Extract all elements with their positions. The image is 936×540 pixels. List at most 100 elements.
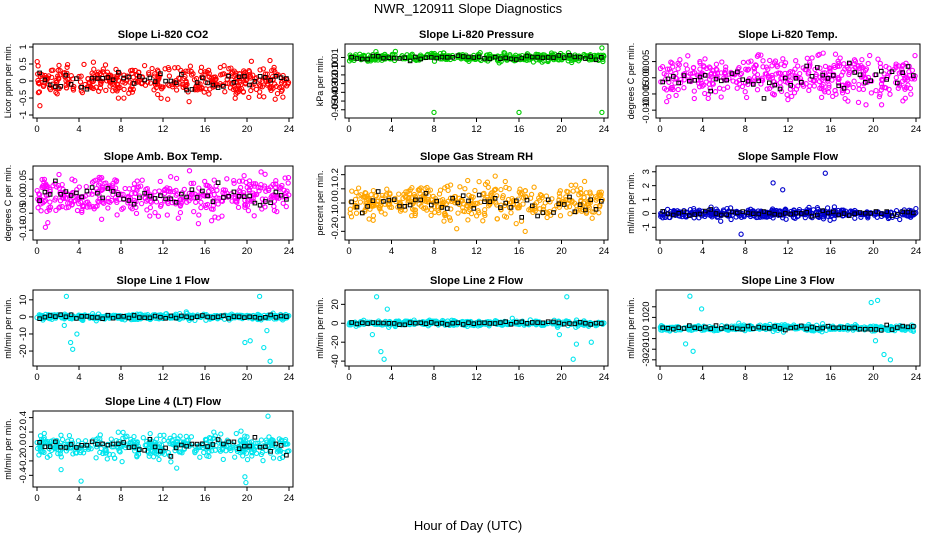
data-point [865, 60, 871, 67]
mean-point [58, 192, 63, 197]
mean-point [354, 204, 360, 210]
mean-point [572, 209, 578, 215]
outlier-point [242, 339, 248, 346]
data-point [563, 197, 569, 203]
data-point [203, 204, 209, 211]
data-point [685, 53, 691, 59]
mean-point [205, 314, 210, 320]
data-point [784, 92, 790, 98]
data-point [503, 214, 510, 220]
mean-point [53, 314, 58, 319]
mean-point [445, 322, 450, 327]
data-point [846, 66, 852, 72]
mean-point [179, 442, 184, 448]
data-point [235, 204, 242, 211]
data-point [172, 65, 178, 71]
mean-point [163, 78, 168, 84]
mean-point [386, 55, 392, 61]
x-tick-label: 8 [431, 124, 436, 135]
data-point [211, 177, 217, 183]
data-point [372, 319, 379, 326]
panel-title: Slope Gas Stream RH [420, 151, 533, 163]
data-point [177, 209, 184, 216]
data-point [56, 62, 62, 69]
data-point [244, 76, 250, 82]
outlier-point [874, 297, 881, 304]
mean-point [429, 202, 434, 208]
data-point [827, 217, 833, 223]
data-point [245, 207, 252, 214]
mean-point [863, 326, 868, 332]
mean-point [671, 212, 676, 218]
mean-point [471, 206, 477, 211]
mean-point [567, 52, 572, 58]
data-point [465, 217, 471, 223]
mean-point [116, 69, 121, 75]
data-point [143, 198, 149, 204]
data-point [98, 81, 104, 87]
data-point [116, 448, 122, 454]
data-point [685, 73, 692, 79]
data-point [447, 182, 454, 188]
mean-point [466, 198, 471, 204]
data-point [792, 74, 798, 80]
data-point [360, 194, 366, 200]
data-point [232, 95, 238, 101]
data-point [258, 437, 265, 443]
data-point [95, 198, 101, 204]
data-point [260, 66, 266, 72]
data-point [277, 455, 283, 462]
mean-point [79, 194, 84, 200]
mean-point [158, 448, 163, 454]
data-point [261, 94, 267, 100]
mean-point [884, 322, 890, 328]
data-point [860, 86, 867, 93]
data-point [285, 174, 292, 181]
mean-point [429, 320, 434, 325]
data-point [56, 185, 62, 191]
data-point [202, 178, 208, 185]
mean-point [413, 197, 418, 203]
mean-point [63, 445, 69, 450]
data-point [835, 207, 841, 214]
y-tick-label: 0 [641, 325, 652, 330]
panel-title: Slope Li-820 Temp. [738, 29, 837, 41]
data-point [198, 68, 204, 75]
mean-point [777, 212, 783, 218]
data-point [280, 200, 286, 206]
data-point [856, 81, 862, 88]
mean-point [841, 85, 847, 91]
mean-point [381, 55, 386, 61]
data-point [56, 171, 62, 178]
x-tick-label: 8 [118, 124, 123, 135]
data-point [707, 85, 713, 91]
mean-point [671, 326, 676, 332]
mean-point [815, 212, 820, 218]
data-point [203, 86, 209, 92]
mean-point [434, 198, 439, 204]
mean-point [572, 54, 578, 60]
data-point [537, 192, 544, 198]
data-point [826, 84, 832, 91]
data-point [111, 82, 117, 88]
data-point [863, 102, 869, 108]
data-point [98, 216, 105, 222]
data-point [691, 88, 697, 94]
data-point [207, 314, 213, 321]
data-point [370, 213, 377, 219]
mean-point [852, 211, 858, 217]
mean-point [68, 193, 74, 198]
mean-point [105, 186, 111, 191]
y-tick-label: -0.010 [641, 97, 652, 124]
data-point [98, 445, 104, 452]
mean-point [799, 211, 804, 216]
mean-point [152, 79, 158, 84]
data-point [878, 102, 885, 108]
data-point [238, 428, 244, 434]
mean-point [857, 326, 863, 332]
x-tick-label: 8 [743, 246, 748, 257]
data-point [518, 218, 525, 224]
mean-point [772, 324, 778, 329]
outlier-point [58, 466, 64, 473]
